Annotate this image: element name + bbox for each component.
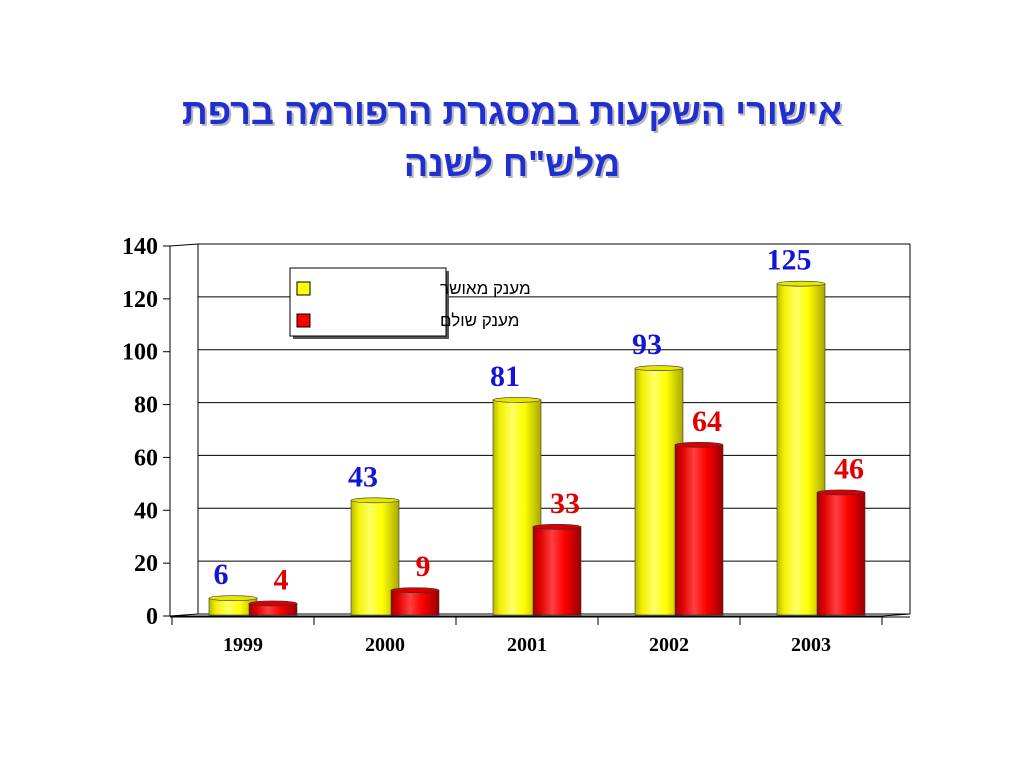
bar-approved-top [634, 365, 684, 372]
legend-label-paid: מענק שולם [440, 311, 519, 330]
bar-paid [532, 526, 582, 616]
x-category-label: 2003 [791, 634, 831, 656]
bar-approved-top [208, 595, 258, 601]
x-category-label: 1999 [223, 634, 263, 656]
data-label-approved: 125 [767, 244, 812, 277]
data-label-paid: 33 [550, 487, 580, 520]
data-label-approved: 43 [348, 460, 378, 493]
bar-paid-top [674, 442, 724, 448]
y-tick-label: 0 [146, 604, 158, 630]
data-label-paid: 46 [834, 452, 864, 485]
data-label-paid: 9 [416, 550, 431, 583]
bar-paid-top [816, 489, 866, 496]
x-category-label: 2002 [649, 634, 689, 656]
y-tick-label: 60 [134, 445, 158, 471]
side-wall-top-edge [169, 243, 199, 247]
data-label-approved: 6 [214, 558, 229, 591]
y-tick-label: 40 [134, 498, 158, 524]
bar-paid [816, 492, 866, 616]
y-tick-label: 120 [122, 287, 158, 313]
chart-title-line-1: אישורי השקעות במסגרת הרפורמה ברפת [181, 91, 843, 132]
data-label-paid: 4 [274, 563, 289, 596]
data-label-paid: 64 [692, 405, 722, 438]
chart-title: אישורי השקעות במסגרת הרפורמה ברפת מלש"ח … [0, 86, 1024, 190]
chart-title-line-2: מלש"ח לשנה [403, 143, 621, 184]
y-tick-label: 100 [122, 340, 158, 366]
legend-label-approved: מענק מאושר [440, 279, 531, 298]
y-tick-label: 80 [134, 393, 158, 419]
bar-paid [674, 444, 724, 616]
data-label-approved: 93 [632, 328, 662, 361]
x-category-label: 2000 [365, 634, 405, 656]
bar-paid-top [390, 587, 440, 594]
data-label-approved: 81 [490, 360, 520, 393]
bar-approved-top [350, 497, 400, 504]
bar-approved-top [776, 280, 826, 287]
bar-approved-top [492, 397, 542, 403]
legend-swatch-paid [296, 313, 311, 328]
x-category-label: 2001 [507, 634, 547, 656]
y-tick-label: 20 [134, 551, 158, 577]
legend-box [289, 267, 447, 337]
y-tick-label: 140 [122, 234, 158, 260]
legend: מענק מאושר מענק שולם [289, 267, 531, 339]
bar-paid-top [248, 600, 298, 607]
legend-swatch-approved [296, 281, 311, 296]
bar-paid [390, 589, 440, 616]
bar-paid-top [532, 523, 582, 530]
